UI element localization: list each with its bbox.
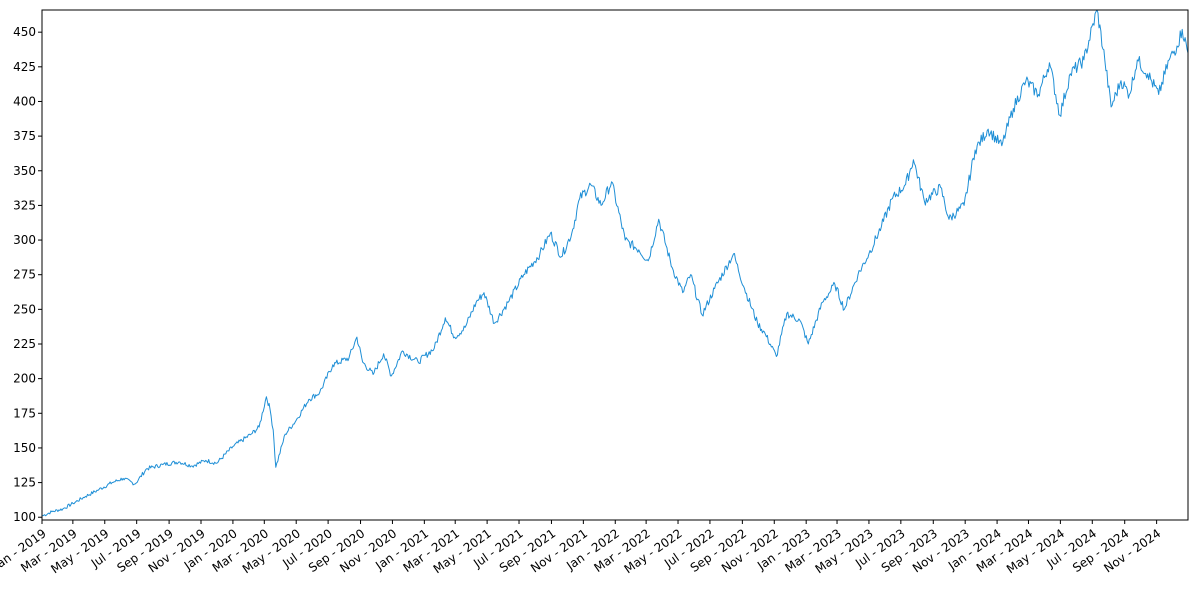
y-tick-label: 225 — [13, 337, 36, 351]
y-tick-label: 175 — [13, 406, 36, 420]
y-tick-label: 325 — [13, 198, 36, 212]
series-layer — [42, 10, 1188, 517]
y-tick-label: 250 — [13, 302, 36, 316]
y-tick-label: 125 — [13, 476, 36, 490]
series-line — [42, 10, 1188, 517]
y-tick-label: 400 — [13, 94, 36, 108]
y-tick-label: 200 — [13, 372, 36, 386]
y-tick-label: 300 — [13, 233, 36, 247]
y-tick-label: 275 — [13, 268, 36, 282]
plot-frame — [41, 9, 1189, 521]
y-tick-label: 450 — [13, 25, 36, 39]
y-tick-label: 100 — [13, 510, 36, 524]
y-tick-label: 425 — [13, 60, 36, 74]
y-tick-label: 375 — [13, 129, 36, 143]
y-tick-label: 150 — [13, 441, 36, 455]
y-axis: 100 125 150 175 200 225 250 275 300 325 350 375 400 4… — [13, 25, 42, 524]
y-tick-label: 350 — [13, 164, 36, 178]
